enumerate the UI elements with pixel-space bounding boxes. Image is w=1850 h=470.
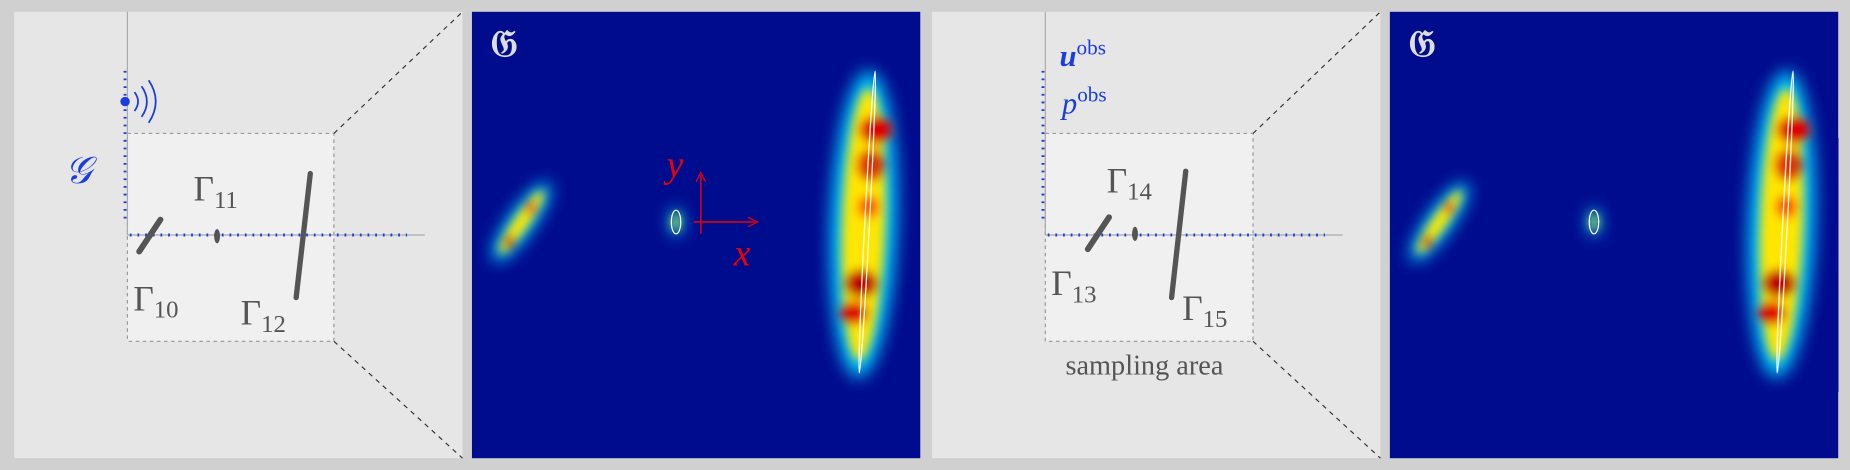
- obstacle-label: Γ12: [241, 293, 286, 338]
- panel-2: 𝔊 y x: [471, 11, 921, 459]
- measurement-label: pobs: [1060, 83, 1107, 121]
- panel-1: 𝒢 Γ10 Γ11 Γ12: [14, 11, 463, 459]
- measurement-label: uobs: [1060, 35, 1107, 73]
- obstacle-label: Γ10: [133, 279, 178, 324]
- panel-4: 𝔊: [1389, 11, 1839, 459]
- axis-label: x: [733, 233, 751, 275]
- axis-label: y: [663, 144, 684, 186]
- obstacle-label: Γ15: [1182, 288, 1227, 333]
- indicator-label: 𝔊: [491, 24, 518, 66]
- indicator-label: 𝔊: [1409, 24, 1436, 66]
- panel-3: uobs pobs Γ13 Γ14 Γ15 sampling area: [932, 11, 1381, 459]
- region-label: sampling area: [1065, 350, 1223, 381]
- obstacle-label: Γ13: [1051, 263, 1096, 308]
- obstacle-label: Γ14: [1107, 160, 1152, 205]
- obstacle-label: Γ11: [193, 169, 237, 214]
